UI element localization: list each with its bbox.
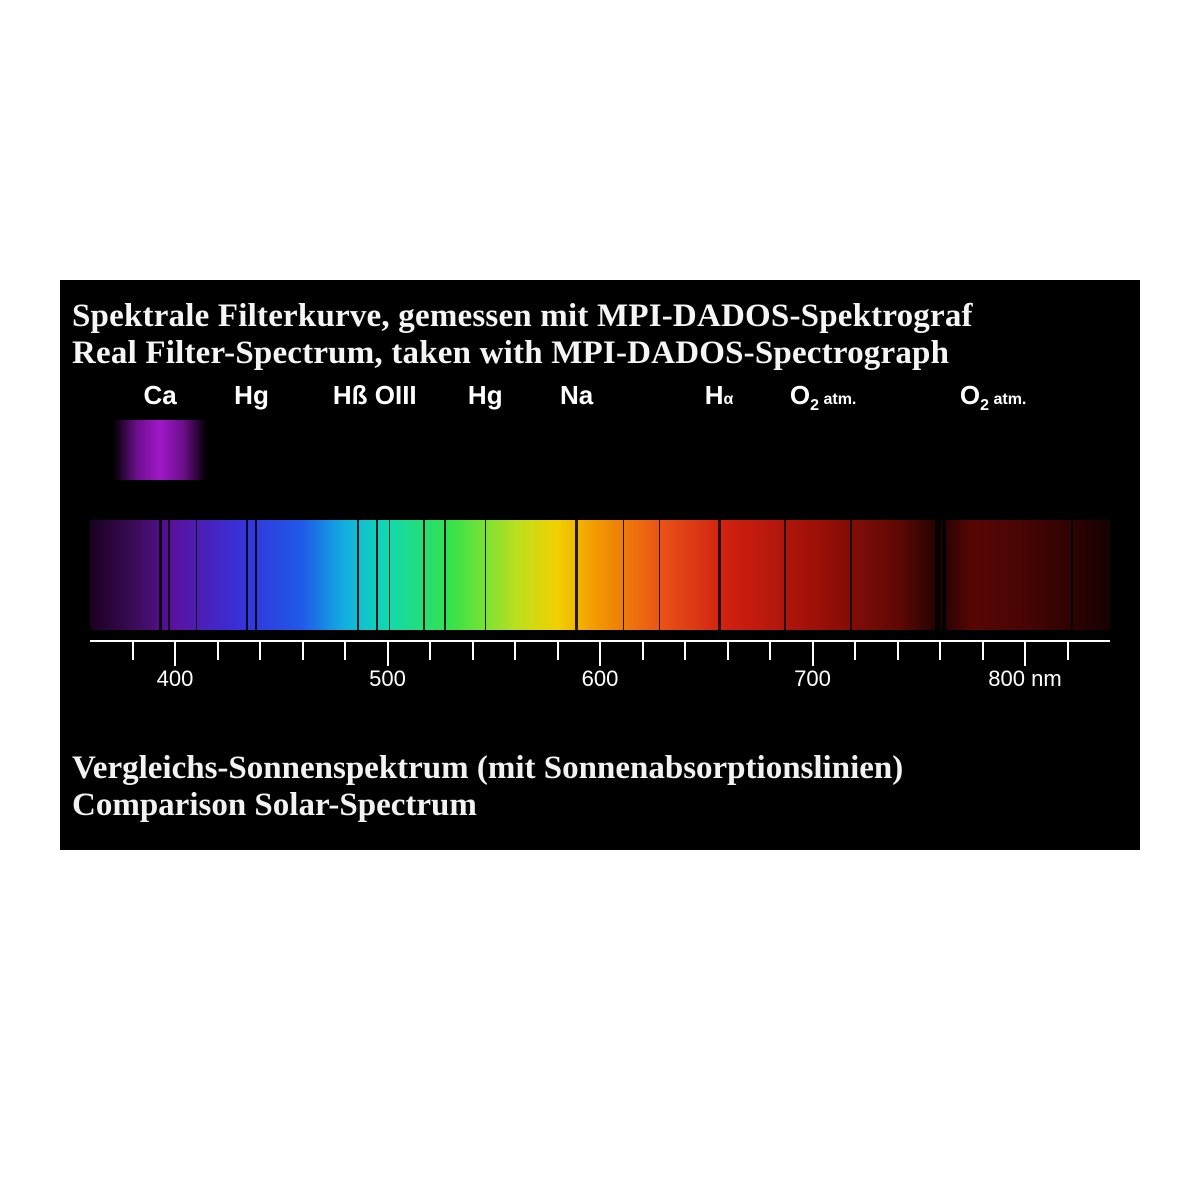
title-en: Real Filter-Spectrum, taken with MPI-DAD… bbox=[72, 335, 949, 372]
axis-tick bbox=[727, 642, 729, 660]
element-label: Hß OIII bbox=[333, 380, 417, 411]
absorption-line bbox=[935, 520, 941, 630]
element-label: O2 atm. bbox=[790, 380, 856, 415]
wavelength-axis: 400 500 600 700 800 nm bbox=[90, 640, 1110, 710]
axis-tick bbox=[472, 642, 474, 660]
absorption-line bbox=[1071, 520, 1073, 630]
absorption-line bbox=[159, 520, 162, 630]
axis-tick-label: 500 bbox=[369, 666, 406, 692]
element-label-row: Ca Hg Hß OIII Hg Na Hα O2 atm. O2 atm. bbox=[60, 380, 1140, 420]
axis-tick bbox=[939, 642, 941, 660]
absorption-line bbox=[246, 520, 248, 630]
absorption-line bbox=[942, 520, 946, 630]
axis-tick-label: 600 bbox=[582, 666, 619, 692]
absorption-line bbox=[168, 520, 170, 630]
axis-tick bbox=[429, 642, 431, 660]
axis-tick bbox=[684, 642, 686, 660]
element-label: Hg bbox=[234, 380, 269, 411]
axis-tick bbox=[302, 642, 304, 660]
absorption-line bbox=[659, 520, 661, 630]
absorption-line bbox=[389, 520, 391, 630]
axis-tick bbox=[387, 642, 389, 666]
axis-tick bbox=[557, 642, 559, 660]
axis-tick bbox=[1067, 642, 1069, 660]
title-de: Spektrale Filterkurve, gemessen mit MPI-… bbox=[72, 298, 973, 335]
axis-tick-label: 800 nm bbox=[988, 666, 1061, 692]
axis-tick bbox=[854, 642, 856, 660]
absorption-line bbox=[623, 520, 625, 630]
axis-tick bbox=[982, 642, 984, 660]
absorption-line bbox=[850, 520, 852, 630]
axis-tick bbox=[217, 642, 219, 660]
axis-tick bbox=[599, 642, 601, 666]
solar-spectrum-band bbox=[90, 520, 1110, 630]
axis-tick-label: 700 bbox=[794, 666, 831, 692]
absorption-line bbox=[255, 520, 257, 630]
axis-tick bbox=[1024, 642, 1026, 666]
axis-tick bbox=[344, 642, 346, 660]
element-label: Hg bbox=[468, 380, 503, 411]
axis-tick-label: 400 bbox=[157, 666, 194, 692]
absorption-line bbox=[718, 520, 721, 630]
element-label: Ca bbox=[144, 380, 177, 411]
spectrum-panel: Spektrale Filterkurve, gemessen mit MPI-… bbox=[60, 280, 1140, 850]
filter-spectrum-band bbox=[90, 420, 1110, 480]
axis-tick bbox=[769, 642, 771, 660]
absorption-line bbox=[784, 520, 786, 630]
absorption-line bbox=[376, 520, 378, 630]
element-label: Hα bbox=[705, 380, 734, 411]
axis-tick bbox=[812, 642, 814, 666]
absorption-line bbox=[485, 520, 487, 630]
element-label: O2 atm. bbox=[960, 380, 1026, 415]
absorption-line bbox=[575, 520, 578, 630]
stage: Spektrale Filterkurve, gemessen mit MPI-… bbox=[0, 0, 1200, 1200]
axis-tick bbox=[514, 642, 516, 660]
element-label: Na bbox=[560, 380, 593, 411]
filter-emission-line bbox=[113, 420, 207, 480]
bottom-de: Vergleichs-Sonnenspektrum (mit Sonnenabs… bbox=[72, 750, 903, 787]
absorption-line bbox=[444, 520, 446, 630]
axis-tick bbox=[259, 642, 261, 660]
axis-tick bbox=[897, 642, 899, 660]
axis-tick bbox=[642, 642, 644, 660]
axis-tick bbox=[174, 642, 176, 666]
bottom-en: Comparison Solar-Spectrum bbox=[72, 787, 477, 824]
absorption-line bbox=[196, 520, 198, 630]
absorption-line bbox=[423, 520, 425, 630]
axis-tick bbox=[132, 642, 134, 660]
absorption-line bbox=[357, 520, 360, 630]
